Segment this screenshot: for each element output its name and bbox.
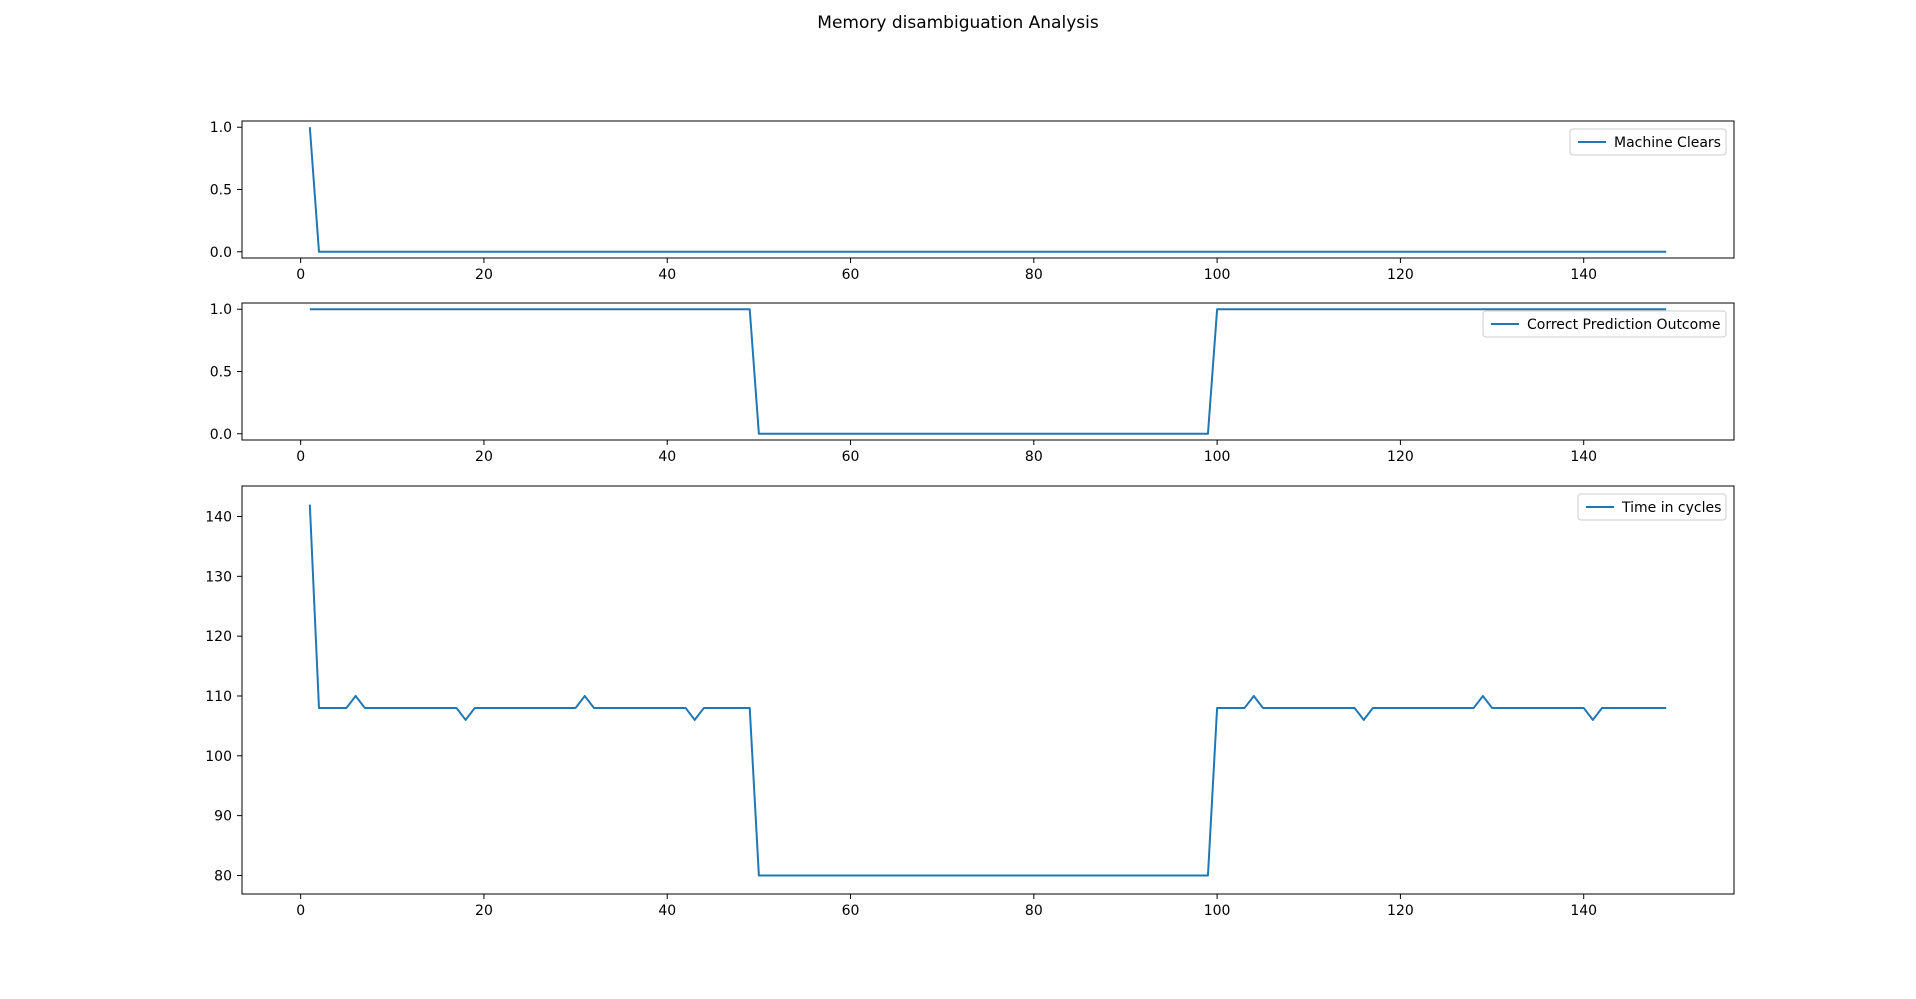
x-tick-label: 100 [1204, 449, 1231, 465]
subplot-panels: 0 20 40 60 80 100 120 140 0.0 0.5 1.0 Machine Clear… [205, 120, 1735, 919]
x-tick-label: 40 [658, 903, 676, 919]
x-tick-label: 20 [475, 449, 493, 465]
axes-frame-3 [241, 485, 1735, 895]
x-tick-label: 80 [1025, 267, 1043, 283]
legend-1: Machine Clears [1569, 128, 1727, 156]
y-tick-label: 0.5 [210, 365, 232, 381]
x-tick-label: 100 [1204, 267, 1231, 283]
legend-2: Correct Prediction Outcome [1482, 310, 1727, 338]
y-tick-label: 80 [214, 868, 232, 884]
x-tick-label: 60 [842, 903, 860, 919]
y-tick-label: 0.5 [210, 183, 232, 199]
x-tick-label: 80 [1025, 449, 1043, 465]
y-tick-label: 0.0 [210, 245, 232, 261]
y-tick-label: 130 [205, 569, 232, 585]
x-tick-label: 100 [1204, 903, 1231, 919]
subplot-3: 0 20 40 60 80 100 120 140 80 90 100 110 120 130 140 Tim… [205, 485, 1735, 919]
x-tick-label: 20 [475, 267, 493, 283]
x-tick-label: 40 [658, 267, 676, 283]
legend-label: Correct Prediction Outcome [1527, 317, 1720, 333]
series-line-1-1 [308, 127, 1667, 253]
x-tick-label: 140 [1570, 267, 1597, 283]
series-line-3-1 [308, 504, 1667, 877]
y-tick-label: 110 [205, 689, 232, 705]
subplot-2: 0 20 40 60 80 100 120 140 0.0 0.5 1.0 Correct Predi… [210, 302, 1735, 465]
x-tick-label: 120 [1387, 903, 1414, 919]
x-tick-label: 20 [475, 903, 493, 919]
x-tick-label: 140 [1570, 449, 1597, 465]
subplot-1: 0 20 40 60 80 100 120 140 0.0 0.5 1.0 Machine Clear… [210, 120, 1735, 283]
legend-box [1577, 493, 1727, 521]
x-tick-label: 0 [296, 449, 305, 465]
x-tick-label: 120 [1387, 267, 1414, 283]
legend-3: Time in cycles [1577, 493, 1727, 521]
x-tick-label: 120 [1387, 449, 1414, 465]
x-tick-label: 60 [842, 449, 860, 465]
y-tick-label: 140 [205, 510, 232, 526]
y-tick-label: 90 [214, 809, 232, 825]
x-tick-label: 60 [842, 267, 860, 283]
y-tick-label: 1.0 [210, 302, 232, 318]
y-tick-label: 120 [205, 629, 232, 645]
legend-label: Time in cycles [1621, 500, 1721, 516]
x-tick-label: 40 [658, 449, 676, 465]
legend-box [1569, 128, 1727, 156]
legend-box [1482, 310, 1727, 338]
x-tick-label: 0 [296, 903, 305, 919]
y-tick-label: 1.0 [210, 120, 232, 136]
y-tick-label: 100 [205, 749, 232, 765]
x-tick-label: 140 [1570, 903, 1597, 919]
figure-title: Memory disambiguation Analysis [817, 13, 1099, 33]
series-line-2-1 [309, 308, 1667, 435]
x-tick-label: 80 [1025, 903, 1043, 919]
legend-label: Machine Clears [1614, 135, 1721, 151]
y-tick-label: 0.0 [210, 427, 232, 443]
x-tick-label: 0 [296, 267, 305, 283]
